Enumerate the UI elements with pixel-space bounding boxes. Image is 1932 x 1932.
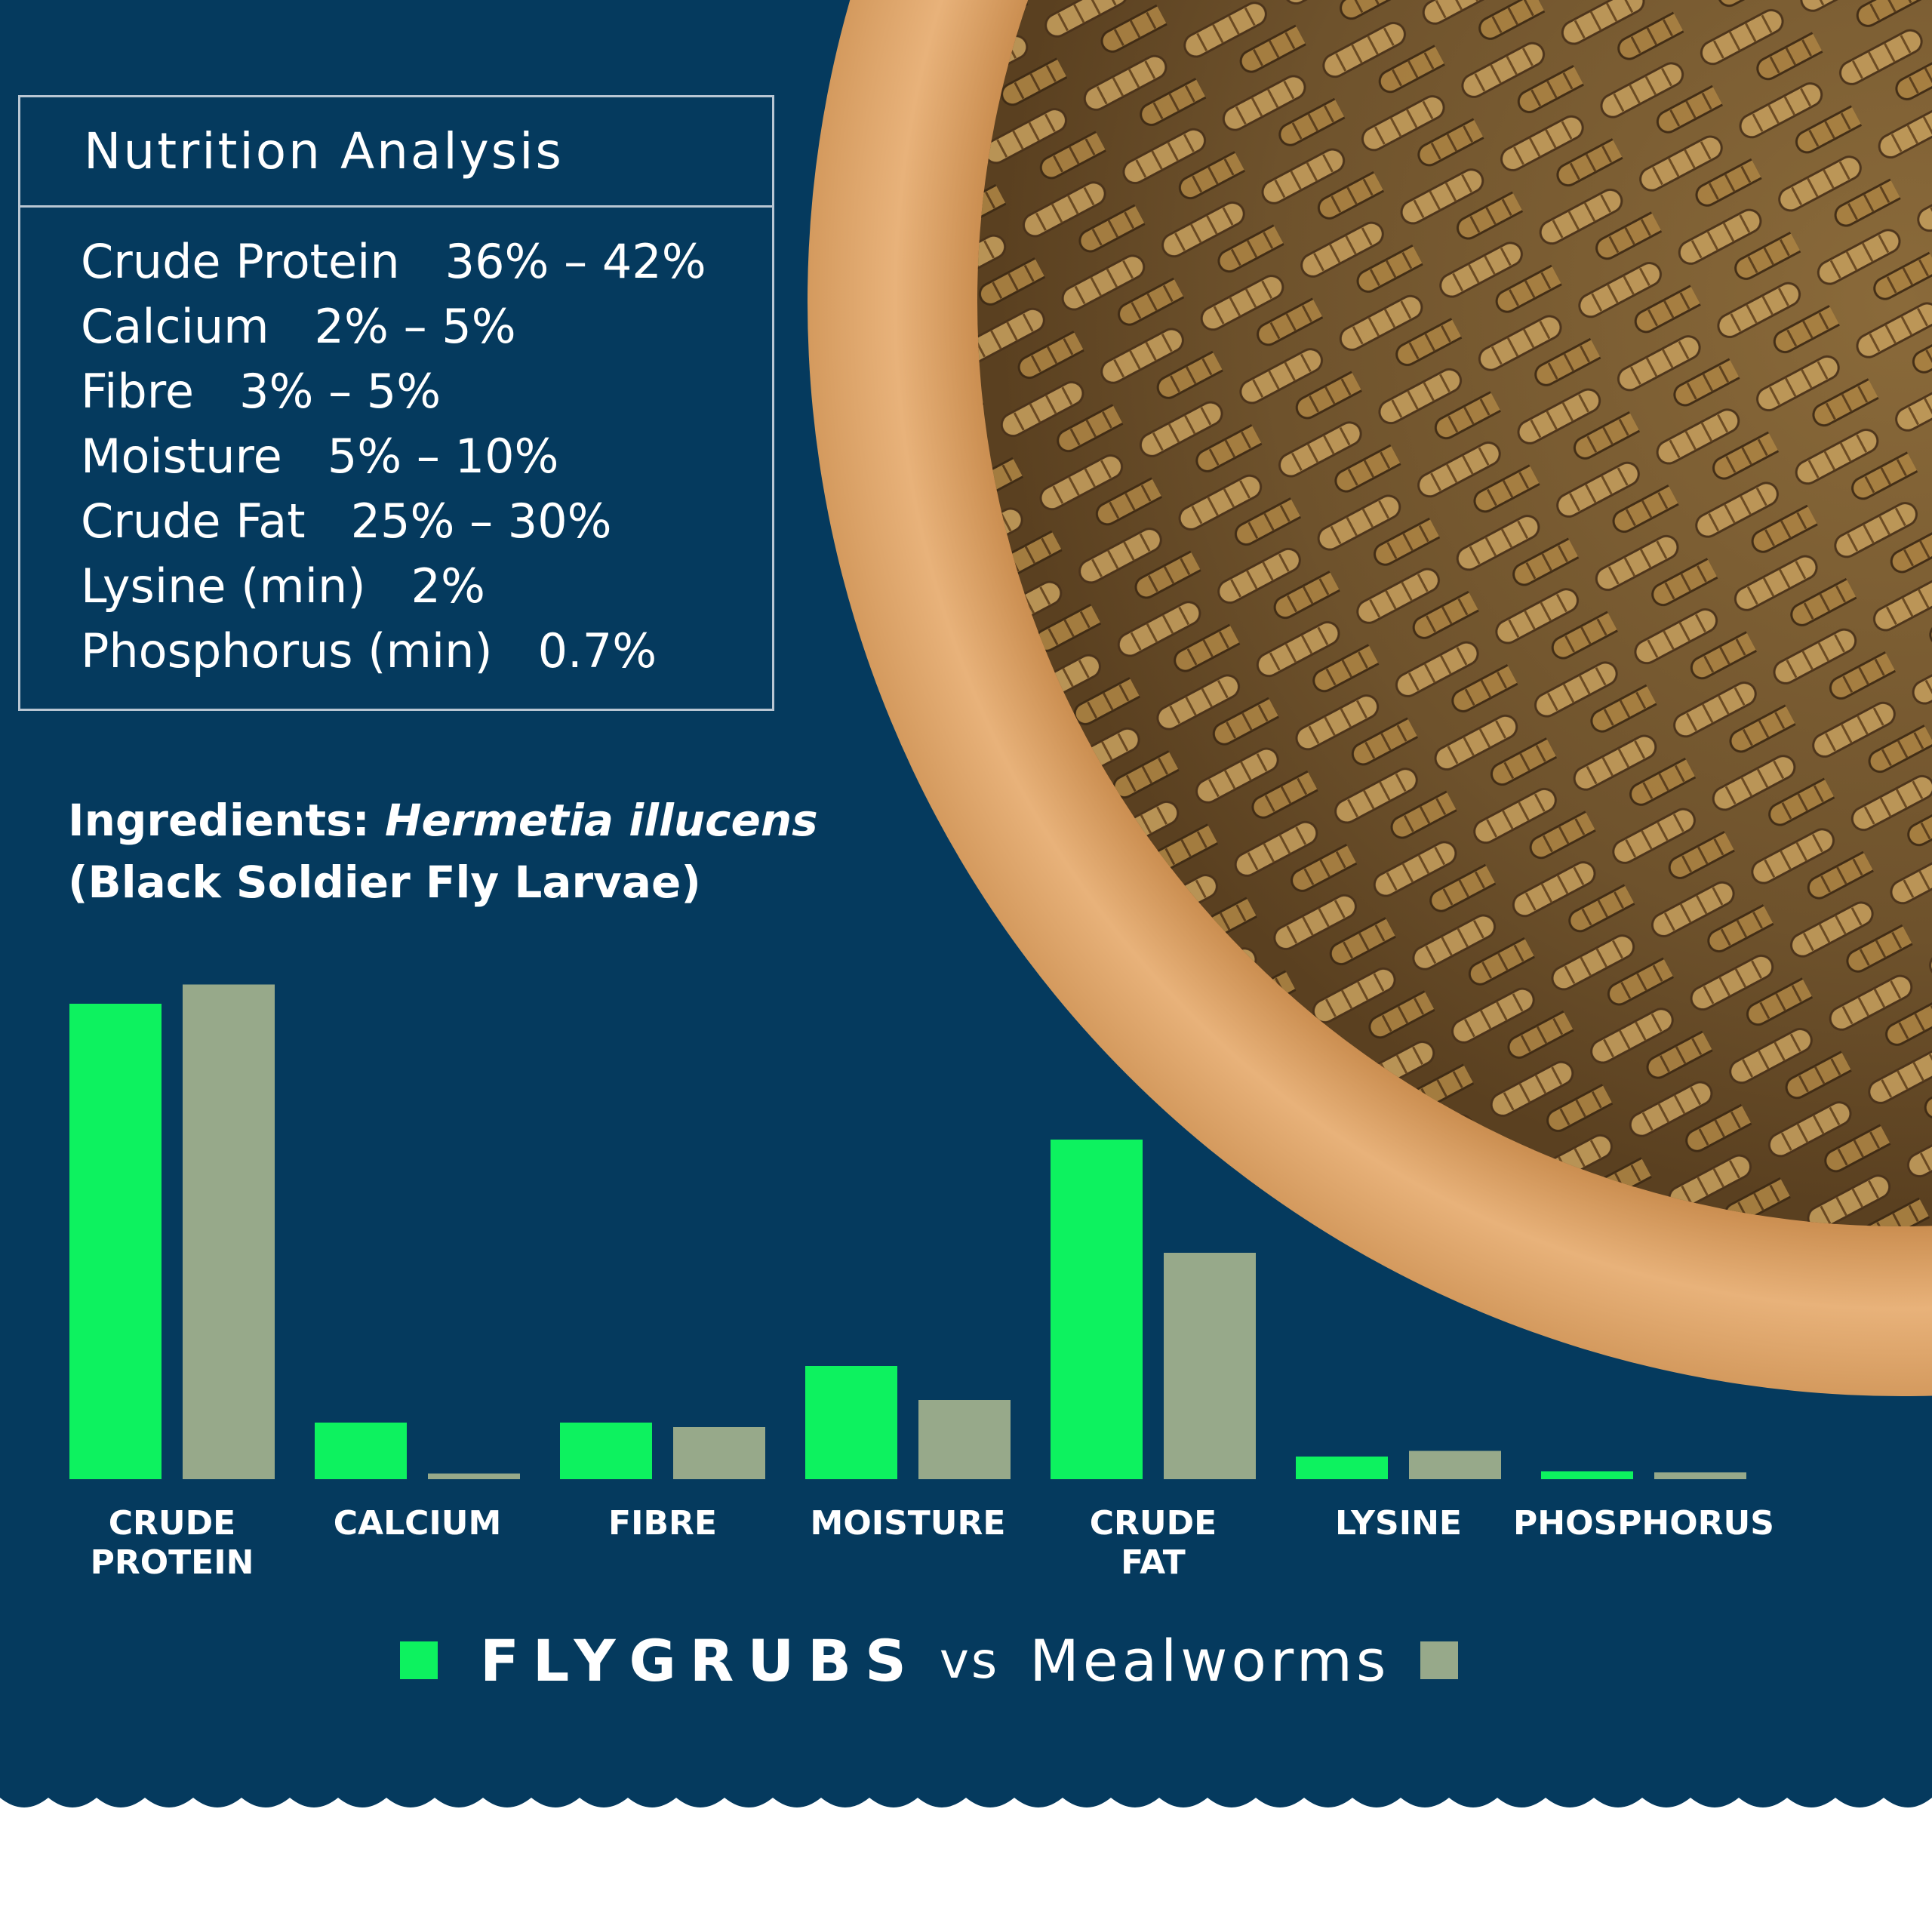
nutrition-row: Crude Fat 25% – 30% bbox=[81, 488, 772, 553]
nutrient-name: Fibre bbox=[81, 363, 195, 419]
x-tick-label: FIBRE bbox=[608, 1504, 717, 1543]
wavy-edge bbox=[0, 1780, 1932, 1807]
legend-label-mealworms: Mealworms bbox=[1029, 1626, 1390, 1694]
nutrition-list: Crude Protein 36% – 42% Calcium 2% – 5% Fi… bbox=[20, 208, 772, 683]
bar-mealworms-lysine bbox=[1409, 1451, 1501, 1479]
nutrient-value: 3% – 5% bbox=[239, 363, 441, 419]
nutrition-title: Nutrition Analysis bbox=[20, 97, 772, 208]
bar-flygrubs-moisture bbox=[805, 1366, 897, 1479]
bar-mealworms-crude-fat bbox=[1164, 1253, 1256, 1479]
x-tick-label: FAT bbox=[1121, 1543, 1186, 1582]
legend-vs: vs bbox=[939, 1631, 1000, 1690]
x-tick-label: CALCIUM bbox=[334, 1504, 502, 1543]
legend-label-flygrubs: FLYGRUBS bbox=[480, 1626, 920, 1694]
wave-shape bbox=[0, 1780, 1932, 1807]
nutrition-row: Calcium 2% – 5% bbox=[81, 294, 772, 358]
nutrition-row: Phosphorus (min) 0.7% bbox=[81, 618, 772, 683]
x-tick-label: CRUDE bbox=[109, 1504, 235, 1543]
legend-swatch-mealworms bbox=[1420, 1641, 1458, 1679]
ingredients-text: Ingredients: Hermetia illucens (Black So… bbox=[68, 789, 818, 913]
x-tick-label: PHOSPHORUS bbox=[1513, 1504, 1774, 1543]
legend-swatch-flygrubs bbox=[400, 1641, 438, 1679]
bar-flygrubs-crude-protein bbox=[69, 1004, 162, 1479]
nutrient-value: 5% – 10% bbox=[327, 428, 559, 484]
bar-flygrubs-fibre bbox=[560, 1423, 652, 1479]
bar-mealworms-fibre bbox=[673, 1427, 765, 1479]
nutrition-row: Moisture 5% – 10% bbox=[81, 423, 772, 488]
nutrient-value: 25% – 30% bbox=[350, 493, 612, 549]
nutrient-name: Crude Protein bbox=[81, 233, 400, 289]
nutrient-value: 2% bbox=[411, 558, 485, 614]
x-tick-label: PROTEIN bbox=[91, 1543, 254, 1582]
x-tick-label: MOISTURE bbox=[811, 1504, 1006, 1543]
nutrient-name: Calcium bbox=[81, 298, 269, 354]
bar-mealworms-crude-protein bbox=[183, 984, 275, 1479]
bar-mealworms-phosphorus bbox=[1654, 1472, 1746, 1479]
bar-mealworms-moisture bbox=[918, 1400, 1011, 1479]
nutrient-name: Moisture bbox=[81, 428, 282, 484]
bar-flygrubs-phosphorus bbox=[1541, 1471, 1633, 1479]
nutrient-name: Phosphorus (min) bbox=[81, 623, 493, 678]
nutrient-value: 0.7% bbox=[537, 623, 657, 678]
nutrition-analysis-box: Nutrition Analysis Crude Protein 36% – 42… bbox=[18, 95, 774, 711]
nutrient-value: 2% – 5% bbox=[314, 298, 516, 354]
nutrition-row: Fibre 3% – 5% bbox=[81, 358, 772, 423]
chart-legend: FLYGRUBS vs Mealworms bbox=[400, 1623, 1458, 1698]
bar-flygrubs-calcium bbox=[315, 1423, 407, 1479]
nutrient-name: Lysine (min) bbox=[81, 558, 366, 614]
ingredients-prefix: Ingredients: bbox=[68, 795, 370, 846]
nutrition-row: Crude Protein 36% – 42% bbox=[81, 229, 772, 294]
bar-flygrubs-lysine bbox=[1296, 1457, 1388, 1479]
bar-flygrubs-crude-fat bbox=[1051, 1140, 1143, 1479]
larvae-bowl-photo bbox=[808, 0, 1932, 1396]
x-tick-label: CRUDE bbox=[1090, 1504, 1217, 1543]
nutrient-value: 36% – 42% bbox=[445, 233, 706, 289]
nutrition-row: Lysine (min) 2% bbox=[81, 553, 772, 618]
ingredients-line-1: Ingredients: Hermetia illucens bbox=[68, 789, 818, 851]
ingredients-scientific-name: Hermetia illucens bbox=[385, 795, 818, 846]
nutrient-name: Crude Fat bbox=[81, 493, 306, 549]
ingredients-common-name: (Black Soldier Fly Larvae) bbox=[68, 857, 701, 908]
bar-mealworms-calcium bbox=[428, 1473, 520, 1479]
x-tick-label: LYSINE bbox=[1335, 1504, 1462, 1543]
